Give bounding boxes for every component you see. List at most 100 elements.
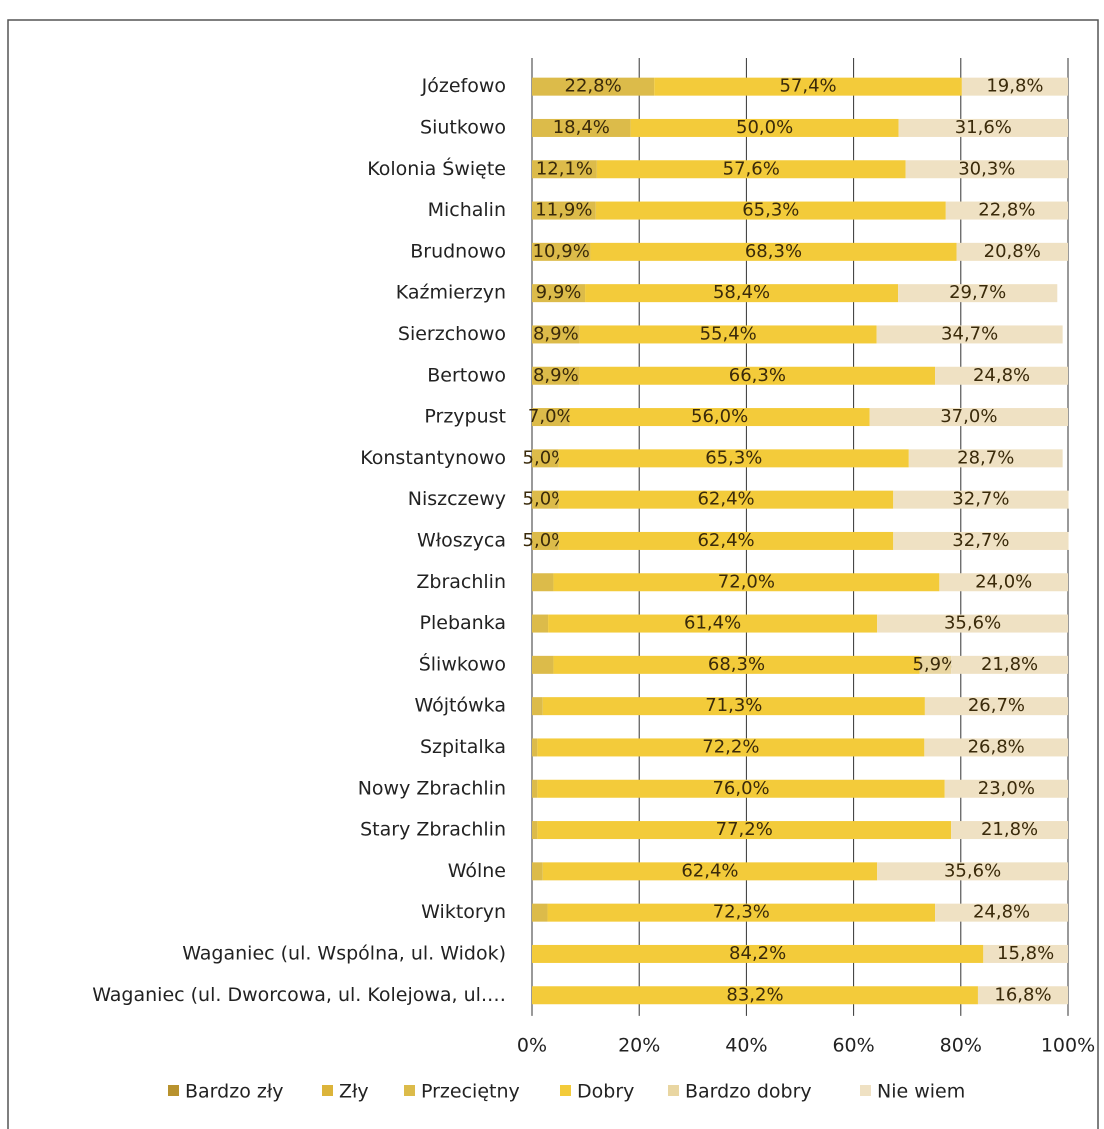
bar-segment — [532, 697, 543, 716]
bar-segment — [898, 118, 1068, 137]
data-label: 57,6% — [723, 158, 780, 179]
data-label: 15,8% — [997, 943, 1054, 964]
data-label: 5,0% — [523, 530, 569, 551]
category-label: Bertowo — [427, 364, 506, 386]
data-label: 32,7% — [952, 530, 1009, 551]
data-label: 32,7% — [952, 489, 1009, 510]
legend-label: Przeciętny — [421, 1081, 520, 1103]
data-label: 37,0% — [940, 406, 997, 427]
data-label: 68,3% — [745, 241, 802, 262]
bar-segment — [532, 201, 596, 220]
category-label: Plebanka — [420, 612, 506, 634]
data-label: 5,0% — [523, 489, 569, 510]
bar-segment — [877, 614, 1068, 633]
bar-segment — [654, 77, 962, 96]
data-label: 61,4% — [684, 613, 741, 634]
bar-segment — [951, 655, 1068, 674]
data-label: 22,8% — [978, 200, 1035, 221]
bar-segment — [590, 242, 957, 261]
x-tick-label: 20% — [618, 1034, 660, 1056]
bar-segment — [532, 903, 548, 922]
category-label: Wójtówka — [414, 695, 506, 717]
data-label: 84,2% — [729, 943, 786, 964]
bar-segment — [939, 573, 1068, 592]
bar-segment — [532, 284, 586, 303]
x-tick-label: 80% — [940, 1034, 982, 1056]
data-label: 7,0% — [528, 406, 574, 427]
data-label: 28,7% — [957, 447, 1014, 468]
data-label: 62,4% — [697, 530, 754, 551]
data-label: 72,2% — [702, 736, 759, 757]
data-label: 8,9% — [533, 323, 579, 344]
bar-segment — [869, 408, 1068, 427]
legend-swatch — [560, 1085, 571, 1096]
bar-segment — [553, 573, 940, 592]
bar-segment — [558, 449, 909, 468]
bar-segment — [532, 490, 559, 509]
data-label: 50,0% — [736, 117, 793, 138]
bar-segment — [532, 738, 538, 757]
data-label: 35,6% — [944, 860, 1001, 881]
x-tick-label: 40% — [725, 1034, 767, 1056]
category-label: Kaźmierzyn — [396, 282, 506, 304]
bar-segment — [537, 779, 945, 798]
data-label: 5,0% — [523, 447, 569, 468]
data-label: 9,9% — [536, 282, 582, 303]
data-label: 24,0% — [975, 571, 1032, 592]
bar-segment — [532, 118, 631, 137]
data-label: 8,9% — [533, 365, 579, 386]
bar-segment — [876, 325, 1063, 344]
legend-swatch — [322, 1085, 333, 1096]
data-label: 76,0% — [712, 778, 769, 799]
bar-segment — [532, 242, 591, 261]
legend-label: Dobry — [577, 1081, 634, 1103]
bar-segment — [532, 449, 559, 468]
bar-segment — [983, 944, 1068, 963]
data-label: 66,3% — [729, 365, 786, 386]
legend-swatch — [168, 1085, 179, 1096]
data-label: 22,8% — [565, 76, 622, 97]
bar-segment — [532, 160, 597, 179]
bar-segment — [532, 779, 538, 798]
category-label: Niszczewy — [408, 488, 506, 510]
bar-segment — [558, 490, 894, 509]
data-label: 29,7% — [949, 282, 1006, 303]
bar-segment — [945, 201, 1068, 220]
legend-swatch — [404, 1085, 415, 1096]
bar-segment — [532, 408, 570, 427]
bar-segment — [630, 118, 899, 137]
category-label: Zbrachlin — [416, 571, 506, 593]
data-label: 65,3% — [705, 447, 762, 468]
bar-segment — [951, 821, 1068, 840]
bar-segment — [893, 490, 1069, 509]
category-label: Sierzchowo — [398, 323, 506, 345]
legend-label: Bardzo zły — [185, 1081, 283, 1103]
data-label: 26,8% — [968, 736, 1025, 757]
x-tick-label: 60% — [832, 1034, 874, 1056]
category-label: Konstantynowo — [360, 447, 506, 469]
bar-segment — [558, 531, 894, 550]
data-label: 58,4% — [713, 282, 770, 303]
data-label: 55,4% — [700, 323, 757, 344]
bar-segment — [585, 284, 899, 303]
category-label: Wiktoryn — [421, 901, 506, 923]
x-tick-label: 0% — [517, 1034, 547, 1056]
data-label: 16,8% — [994, 984, 1051, 1005]
data-label: 71,3% — [705, 695, 762, 716]
data-label: 24,8% — [973, 902, 1030, 923]
data-label: 20,8% — [984, 241, 1041, 262]
bar-segment — [595, 201, 946, 220]
category-label: Józefowo — [421, 75, 506, 97]
x-tick-label: 100% — [1041, 1034, 1095, 1056]
bar-segment — [944, 779, 1068, 798]
data-label: 19,8% — [986, 76, 1043, 97]
category-label: Waganiec (ul. Wspólna, ul. Widok) — [182, 942, 506, 964]
data-label: 62,4% — [697, 489, 754, 510]
category-label: Waganiec (ul. Dworcowa, ul. Kolejowa, ul… — [92, 984, 506, 1006]
data-label: 10,9% — [533, 241, 590, 262]
bar-segment — [548, 614, 878, 633]
data-label: 31,6% — [955, 117, 1012, 138]
data-label: 23,0% — [978, 778, 1035, 799]
bar-segment — [532, 862, 543, 881]
